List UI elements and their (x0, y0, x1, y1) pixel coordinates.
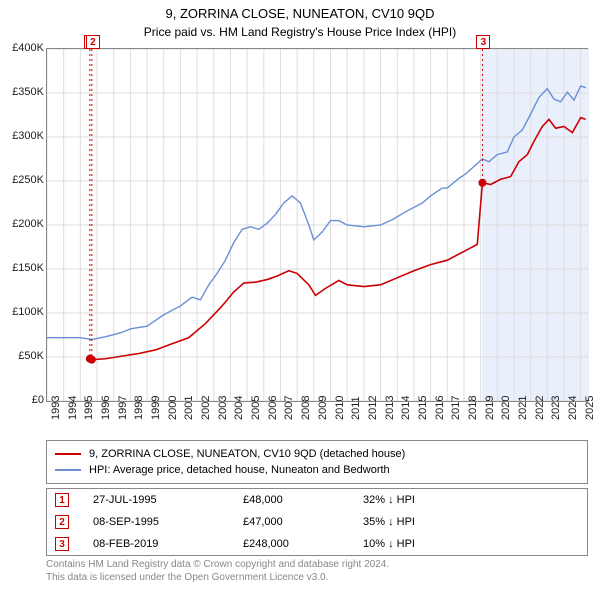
x-tick-label: 1998 (133, 396, 145, 420)
legend-swatch (55, 453, 81, 455)
x-tick-label: 1996 (100, 396, 112, 420)
x-tick-label: 2013 (384, 396, 396, 420)
legend-row: HPI: Average price, detached house, Nune… (55, 462, 579, 478)
x-tick-label: 2012 (367, 396, 379, 420)
sale-date: 27-JUL-1995 (69, 494, 243, 506)
x-tick-label: 2010 (334, 396, 346, 420)
chart-card: 9, ZORRINA CLOSE, NUNEATON, CV10 9QD Pri… (0, 0, 600, 590)
x-tick-label: 2014 (400, 396, 412, 420)
x-tick-label: 2025 (584, 396, 596, 420)
x-tick-label: 2021 (517, 396, 529, 420)
sale-callout: 3 (476, 35, 490, 49)
x-tick-label: 2024 (567, 396, 579, 420)
x-tick-label: 2018 (467, 396, 479, 420)
sales-table: 1 27-JUL-1995 £48,000 32% ↓ HPI 2 08-SEP… (46, 488, 588, 556)
footer-line: This data is licensed under the Open Gov… (46, 572, 588, 585)
sale-delta: 10% ↓ HPI (363, 538, 579, 550)
sale-marker-icon: 2 (55, 515, 69, 529)
x-tick-label: 2023 (550, 396, 562, 420)
y-tick-label: £200K (0, 218, 44, 230)
legend-row: 9, ZORRINA CLOSE, NUNEATON, CV10 9QD (de… (55, 446, 579, 462)
x-tick-label: 2008 (300, 396, 312, 420)
chart-legend: 9, ZORRINA CLOSE, NUNEATON, CV10 9QD (de… (46, 440, 588, 484)
table-row: 3 08-FEB-2019 £248,000 10% ↓ HPI (47, 533, 587, 555)
x-tick-label: 1999 (150, 396, 162, 420)
legend-label: 9, ZORRINA CLOSE, NUNEATON, CV10 9QD (de… (89, 448, 405, 460)
y-tick-label: £350K (0, 86, 44, 98)
x-tick-label: 2016 (434, 396, 446, 420)
y-tick-label: £150K (0, 262, 44, 274)
x-tick-label: 2001 (183, 396, 195, 420)
chart-plot-area: 123 (46, 48, 588, 402)
footer-line: Contains HM Land Registry data © Crown c… (46, 559, 588, 572)
x-tick-label: 1995 (83, 396, 95, 420)
table-row: 2 08-SEP-1995 £47,000 35% ↓ HPI (47, 511, 587, 533)
x-tick-label: 2003 (217, 396, 229, 420)
sale-delta: 35% ↓ HPI (363, 516, 579, 528)
footer-attribution: Contains HM Land Registry data © Crown c… (46, 559, 588, 584)
y-tick-label: £400K (0, 42, 44, 54)
x-tick-label: 2015 (417, 396, 429, 420)
x-tick-label: 2020 (500, 396, 512, 420)
legend-label: HPI: Average price, detached house, Nune… (89, 464, 390, 476)
y-tick-label: £50K (0, 350, 44, 362)
y-tick-label: £300K (0, 130, 44, 142)
x-tick-label: 2007 (283, 396, 295, 420)
x-tick-label: 1997 (117, 396, 129, 420)
sale-price: £248,000 (243, 538, 363, 550)
x-tick-label: 2022 (534, 396, 546, 420)
x-tick-label: 2019 (484, 396, 496, 420)
sale-date: 08-FEB-2019 (69, 538, 243, 550)
table-row: 1 27-JUL-1995 £48,000 32% ↓ HPI (47, 489, 587, 511)
x-tick-label: 1993 (50, 396, 62, 420)
y-tick-label: £250K (0, 174, 44, 186)
x-tick-label: 2011 (350, 396, 362, 420)
x-tick-label: 2002 (200, 396, 212, 420)
x-tick-label: 2005 (250, 396, 262, 420)
sale-price: £48,000 (243, 494, 363, 506)
sale-marker-icon: 3 (55, 537, 69, 551)
x-tick-label: 2000 (167, 396, 179, 420)
x-tick-label: 2006 (267, 396, 279, 420)
sale-date: 08-SEP-1995 (69, 516, 243, 528)
sale-marker-icon: 1 (55, 493, 69, 507)
sale-callout: 2 (86, 35, 100, 49)
y-tick-label: £100K (0, 306, 44, 318)
x-tick-label: 1994 (67, 396, 79, 420)
x-tick-label: 2017 (450, 396, 462, 420)
legend-swatch (55, 469, 81, 471)
x-tick-label: 2004 (233, 396, 245, 420)
y-tick-label: £0 (0, 394, 44, 406)
page-title: 9, ZORRINA CLOSE, NUNEATON, CV10 9QD (0, 0, 600, 21)
sale-price: £47,000 (243, 516, 363, 528)
x-tick-label: 2009 (317, 396, 329, 420)
sale-delta: 32% ↓ HPI (363, 494, 579, 506)
